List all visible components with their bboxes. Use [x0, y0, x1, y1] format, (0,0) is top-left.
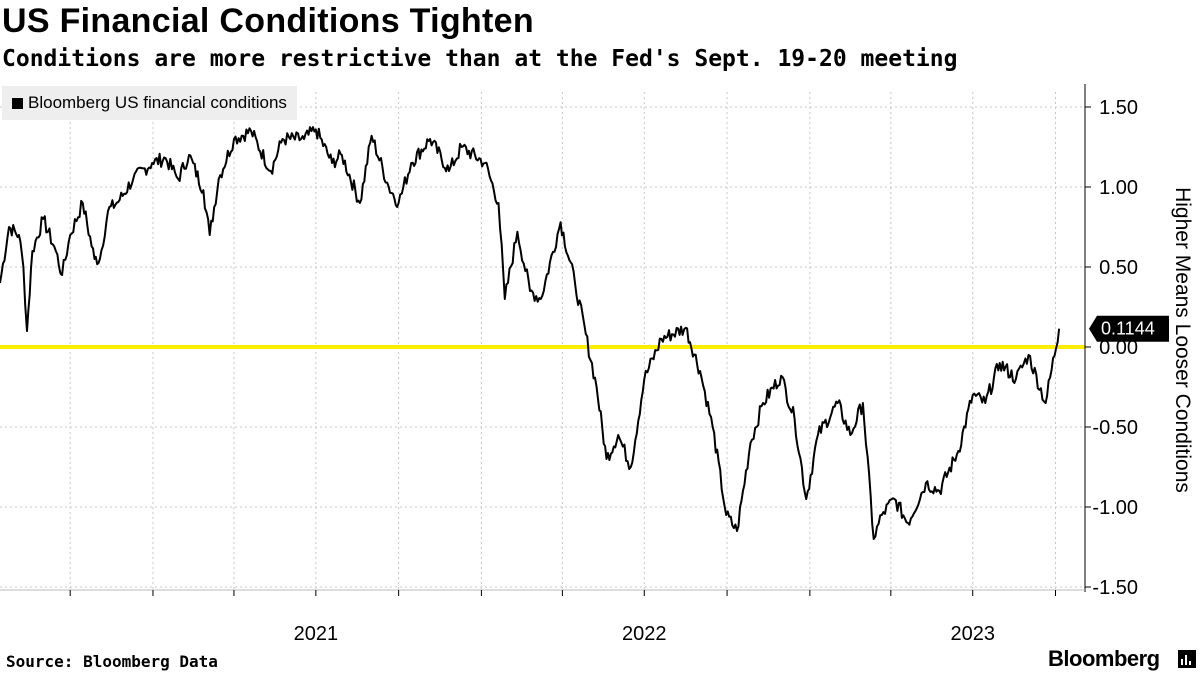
x-tick-label: 2021 [294, 623, 339, 645]
y-tick-label: -1.00 [1092, 497, 1138, 519]
brand-logo: Bloomberg [1048, 646, 1160, 671]
series-line-bloomberg-us-financial-conditions [0, 126, 1061, 540]
y-tick-label: 0.50 [1099, 257, 1138, 279]
x-gridlines [69, 92, 1057, 590]
x-axis-labels: 2021 2022 2023 [294, 623, 995, 645]
last-value-tag-background [1089, 315, 1169, 342]
y-tick-label: 1.50 [1099, 97, 1138, 119]
x-axis-ticks [69, 590, 1057, 596]
page-title: US Financial Conditions Tighten [2, 2, 534, 40]
y-tick-label: 0.00 [1099, 337, 1138, 359]
y-axis-title: Higher Means Looser Conditions [1162, 150, 1200, 530]
legend-label: Bloomberg US financial conditions [28, 93, 287, 112]
x-tick-label: 2022 [622, 623, 667, 645]
source-note: Source: Bloomberg Data [6, 652, 218, 671]
bloomberg-chart-icon [1178, 650, 1196, 668]
y-tick-label: -0.50 [1092, 417, 1138, 439]
y-axis-ticks: 1.50 1.00 0.50 0.00 -0.50 -1.00 -1.50 [1085, 97, 1138, 599]
y-tick-label: -1.50 [1092, 577, 1138, 599]
x-tick-label: 2023 [950, 623, 995, 645]
page-subtitle: Conditions are more restrictive than at … [2, 46, 958, 72]
y-axis-label: Higher Means Looser Conditions [1171, 187, 1194, 493]
legend-swatch [12, 97, 23, 109]
last-value-tag: 0.1144 [1089, 315, 1169, 342]
y-tick-label: 1.00 [1099, 177, 1138, 199]
last-value-label: 0.1144 [1101, 319, 1155, 339]
legend: Bloomberg US financial conditions [2, 86, 297, 120]
